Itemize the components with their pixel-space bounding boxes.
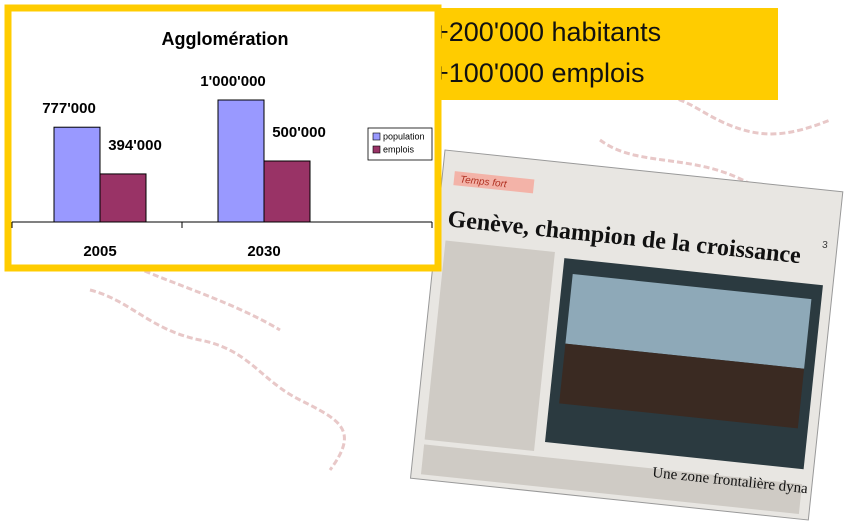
page: Temps fort 3 Genève, champion de la croi… bbox=[0, 0, 846, 531]
x-tick-label: 2030 bbox=[247, 243, 280, 260]
value-label: 1'000'000 bbox=[200, 73, 266, 90]
legend-label: population bbox=[383, 131, 425, 141]
legend-swatch bbox=[373, 133, 380, 140]
chart: Agglomération 2005 2030 777'000 1'000'000 po… bbox=[8, 8, 438, 268]
newspaper: Temps fort 3 Genève, champion de la croi… bbox=[411, 150, 843, 520]
x-tick-label: 2005 bbox=[83, 243, 116, 260]
callout-line: +100'000 emplois bbox=[433, 58, 645, 88]
bar bbox=[54, 127, 100, 222]
bar bbox=[218, 100, 264, 222]
bar bbox=[100, 174, 146, 222]
slide: Temps fort 3 Genève, champion de la croi… bbox=[0, 0, 846, 531]
value-label: 777'000 bbox=[42, 100, 96, 117]
chart-title: Agglomération bbox=[161, 29, 288, 49]
value-label: 394'000 bbox=[108, 137, 162, 154]
value-label: 500'000 bbox=[272, 124, 326, 141]
legend-label: emplois bbox=[383, 144, 415, 154]
callout-line: +200'000 habitants bbox=[433, 17, 661, 47]
bar bbox=[264, 161, 310, 222]
legend-swatch bbox=[373, 146, 380, 153]
